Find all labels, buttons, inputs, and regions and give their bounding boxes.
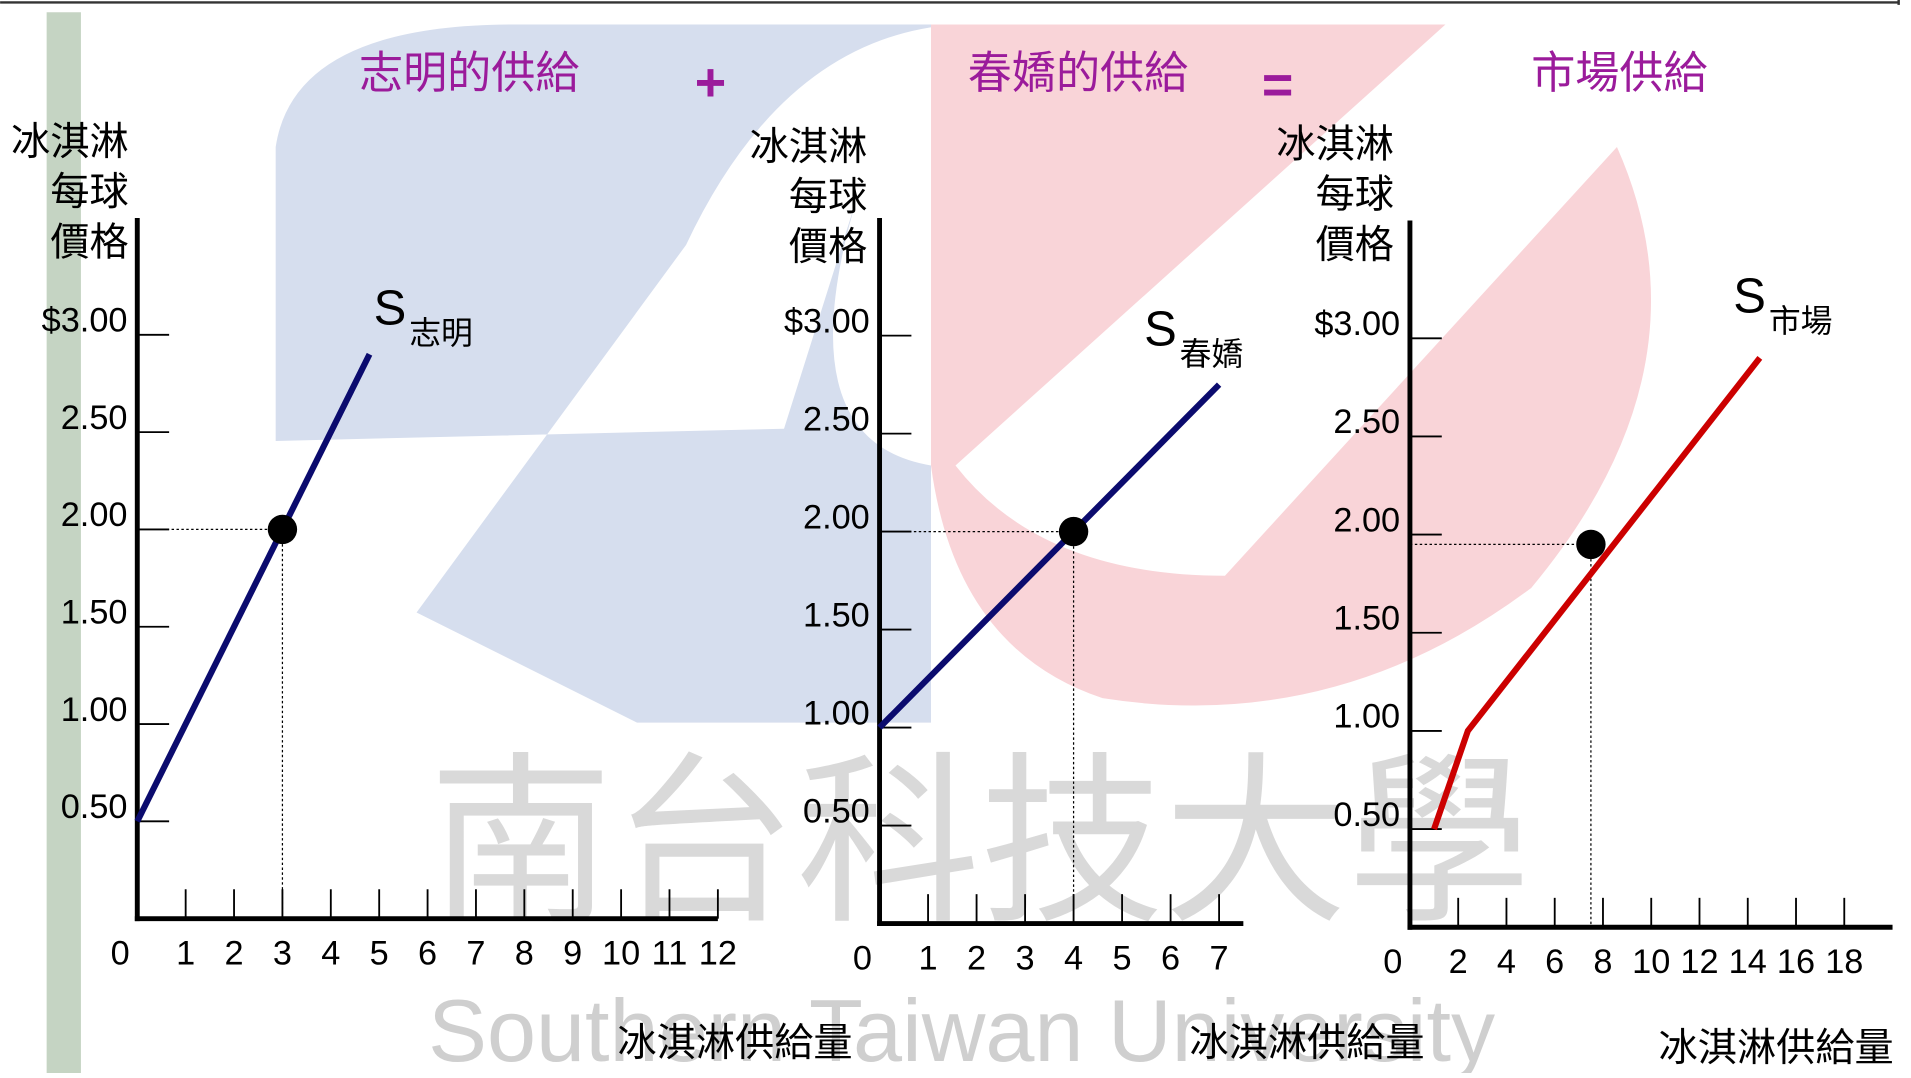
x-tick-label: 1 bbox=[919, 939, 938, 977]
x-tick-label: 5 bbox=[370, 934, 389, 972]
y-axis-label: 每球 bbox=[789, 176, 867, 219]
x-tick-label: 7 bbox=[1210, 939, 1229, 977]
x-axis-label: 冰淇淋供給量 bbox=[1659, 1027, 1894, 1070]
chart-title: 志明的供給 bbox=[359, 49, 579, 98]
x-tick-label: 7 bbox=[466, 934, 485, 972]
x-axis-label: 冰淇淋供給量 bbox=[617, 1022, 852, 1065]
x-tick-label: 2 bbox=[1449, 943, 1468, 981]
y-tick-label: $3.00 bbox=[42, 302, 128, 340]
x-tick-label: 14 bbox=[1729, 943, 1767, 981]
y-axis-label: 價格 bbox=[50, 221, 128, 264]
x-tick-label: 4 bbox=[321, 934, 340, 972]
equilibrium-point bbox=[267, 514, 298, 545]
x-tick-label: 5 bbox=[1113, 939, 1132, 977]
x-tick-label: 0 bbox=[1383, 943, 1402, 981]
supply-line bbox=[1431, 356, 1763, 831]
x-tick-label: 1 bbox=[176, 934, 195, 972]
y-tick-label: 1.50 bbox=[803, 596, 870, 634]
supply-line bbox=[134, 352, 373, 823]
series-subscript: 志明 bbox=[409, 315, 473, 351]
y-axis-label: 每球 bbox=[1316, 174, 1394, 217]
x-tick-label: 4 bbox=[1497, 943, 1516, 981]
y-tick-label: 1.00 bbox=[803, 694, 870, 732]
x-tick-label: 11 bbox=[652, 934, 688, 972]
y-tick-label: 1.00 bbox=[61, 691, 128, 729]
x-tick-label: 10 bbox=[1632, 943, 1670, 981]
y-axis-label: 冰淇淋 bbox=[11, 121, 129, 164]
y-tick-label: 1.50 bbox=[1333, 600, 1400, 638]
y-tick-label: 0.50 bbox=[1333, 796, 1400, 834]
y-tick-label: $3.00 bbox=[784, 302, 870, 340]
x-tick-label: 3 bbox=[273, 934, 292, 972]
x-tick-label: 8 bbox=[1593, 943, 1612, 981]
y-axis-label: 價格 bbox=[1316, 224, 1394, 267]
x-tick-label: 18 bbox=[1825, 943, 1863, 981]
logo-pink bbox=[931, 24, 1652, 706]
equilibrium-point bbox=[1576, 529, 1606, 560]
y-tick-label: 0.50 bbox=[803, 792, 870, 830]
y-tick-label: 2.00 bbox=[1333, 501, 1400, 539]
logo-blue bbox=[275, 24, 956, 723]
equals-operator: = bbox=[1262, 55, 1293, 115]
y-tick-label: 2.50 bbox=[803, 400, 870, 438]
x-tick-label: 6 bbox=[1545, 943, 1564, 981]
x-tick-label: 0 bbox=[111, 934, 130, 972]
y-axis-label: 冰淇淋 bbox=[750, 126, 868, 169]
y-tick-label: 1.00 bbox=[1333, 698, 1400, 736]
y-tick-label: $3.00 bbox=[1314, 305, 1400, 343]
equilibrium-point bbox=[1058, 516, 1089, 547]
watermark-text: Southern Taiwan University bbox=[428, 981, 1495, 1073]
x-tick-label: 6 bbox=[1161, 939, 1180, 977]
y-tick-label: 2.00 bbox=[803, 498, 870, 536]
x-tick-label: 2 bbox=[225, 934, 244, 972]
x-tick-label: 10 bbox=[602, 934, 640, 972]
series-subscript: 市場 bbox=[1769, 303, 1833, 339]
chart-title: 市場供給 bbox=[1531, 49, 1707, 98]
series-subscript: 春嬌 bbox=[1180, 336, 1244, 372]
x-tick-label: 12 bbox=[699, 934, 737, 972]
x-tick-label: 12 bbox=[1680, 943, 1718, 981]
x-tick-label: 9 bbox=[563, 934, 582, 972]
y-axis-label: 冰淇淋 bbox=[1276, 123, 1394, 166]
x-tick-label: 3 bbox=[1016, 939, 1035, 977]
chart-title: 春嬌的供給 bbox=[968, 49, 1188, 98]
x-tick-label: 6 bbox=[418, 934, 437, 972]
side-strip bbox=[46, 12, 81, 1073]
x-tick-label: 2 bbox=[967, 939, 986, 977]
x-tick-label: 0 bbox=[853, 939, 872, 977]
y-tick-label: 1.50 bbox=[61, 594, 128, 632]
y-tick-label: 0.50 bbox=[61, 788, 128, 826]
supply-line bbox=[877, 382, 1222, 730]
y-axis-label: 價格 bbox=[789, 226, 867, 269]
y-tick-label: 2.50 bbox=[1333, 403, 1400, 441]
series-name: S bbox=[1733, 269, 1766, 323]
watermark-school: 南台科技大學 bbox=[429, 740, 1531, 945]
y-axis-label: 每球 bbox=[50, 171, 128, 214]
series-name: S bbox=[1144, 302, 1177, 356]
x-tick-label: 16 bbox=[1777, 943, 1815, 981]
plus-operator: + bbox=[695, 52, 726, 112]
x-tick-label: 4 bbox=[1064, 939, 1083, 977]
y-tick-label: 2.50 bbox=[61, 399, 128, 437]
y-tick-label: 2.00 bbox=[61, 496, 128, 534]
series-name: S bbox=[374, 282, 407, 336]
x-axis-label: 冰淇淋供給量 bbox=[1189, 1022, 1424, 1065]
x-tick-label: 8 bbox=[515, 934, 534, 972]
